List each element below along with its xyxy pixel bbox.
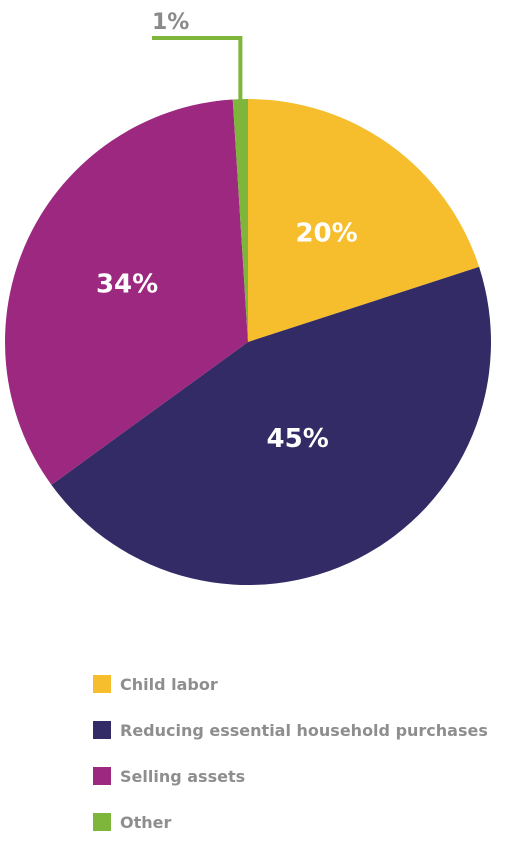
legend-swatch-other — [93, 813, 111, 831]
legend-swatch-reducing-purchases — [93, 721, 111, 739]
legend-item-child-labor: Child labor — [93, 672, 488, 696]
callout-line-other — [152, 36, 243, 102]
pie-slice-other — [232, 99, 248, 342]
pie-slice-child-labor — [248, 99, 480, 342]
legend-label-selling-assets: Selling assets — [120, 766, 246, 786]
chart-legend: Child labor Reducing essential household … — [93, 672, 488, 856]
legend-label-reducing-purchases: Reducing essential household purchases — [120, 720, 488, 740]
data-label-child-labor: 20% — [295, 218, 357, 248]
legend-item-other: Other — [93, 810, 488, 834]
legend-item-reducing-purchases: Reducing essential household purchases — [93, 718, 488, 742]
legend-label-child-labor: Child labor — [120, 674, 218, 694]
data-label-reducing-purchases: 45% — [267, 424, 329, 454]
legend-swatch-selling-assets — [93, 767, 111, 785]
legend-item-selling-assets: Selling assets — [93, 764, 488, 788]
pie-chart: 20% 45% 34% 1% — [4, 10, 491, 585]
legend-label-other: Other — [120, 812, 172, 832]
data-label-other: 1% — [152, 10, 189, 35]
legend-swatch-child-labor — [93, 675, 111, 693]
pie-slice-selling-assets — [4, 99, 248, 485]
pie-slice-reducing-purchases — [51, 266, 491, 585]
data-label-selling-assets: 34% — [96, 270, 158, 300]
